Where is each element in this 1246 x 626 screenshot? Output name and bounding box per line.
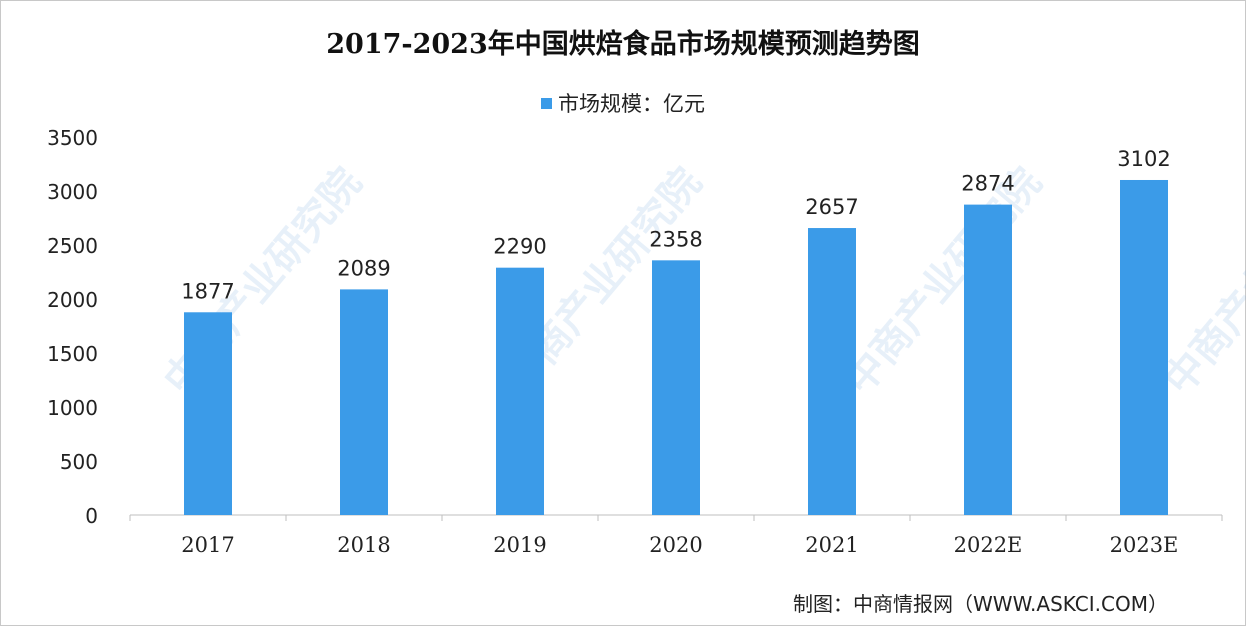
- bar-2017: [184, 312, 232, 515]
- chart-title: 2017-2023年中国烘焙食品市场规模预测趋势图: [326, 29, 920, 60]
- data-label: 2290: [493, 235, 546, 259]
- bar-2020: [652, 260, 700, 515]
- legend-label: 市场规模：亿元: [558, 92, 705, 116]
- y-tick-label: 0: [85, 504, 98, 528]
- data-label: 3102: [1117, 147, 1170, 171]
- data-label: 2358: [649, 227, 702, 251]
- x-tick-label: 2017: [181, 533, 234, 557]
- data-label: 2089: [337, 256, 390, 280]
- y-tick-label: 3000: [47, 180, 98, 204]
- data-label: 2874: [961, 172, 1014, 196]
- bar-2023E: [1120, 179, 1168, 515]
- y-tick-label: 2000: [47, 288, 98, 312]
- legend-swatch: [541, 98, 552, 109]
- y-tick-label: 500: [60, 450, 98, 474]
- legend: 市场规模：亿元: [0, 88, 1246, 118]
- data-label: 2657: [805, 195, 858, 219]
- y-tick-label: 1500: [47, 342, 98, 366]
- bar-2019: [496, 267, 544, 515]
- x-tick-label: 2023E: [1110, 533, 1179, 557]
- x-tick-label: 2020: [649, 533, 702, 557]
- bar-2018: [340, 289, 388, 515]
- y-tick-label: 2500: [47, 234, 98, 258]
- x-tick-label: 2022E: [954, 533, 1023, 557]
- bar-2022E: [964, 204, 1012, 515]
- bar-2021: [808, 228, 856, 515]
- y-tick-label: 3500: [47, 126, 98, 150]
- x-tick-label: 2018: [337, 533, 390, 557]
- x-tick-label: 2019: [493, 533, 546, 557]
- y-tick-label: 1000: [47, 396, 98, 420]
- data-label: 1877: [181, 279, 234, 303]
- x-tick-label: 2021: [805, 533, 858, 557]
- source-note: 制图：中商情报网（WWW.ASKCI.COM）: [793, 592, 1168, 616]
